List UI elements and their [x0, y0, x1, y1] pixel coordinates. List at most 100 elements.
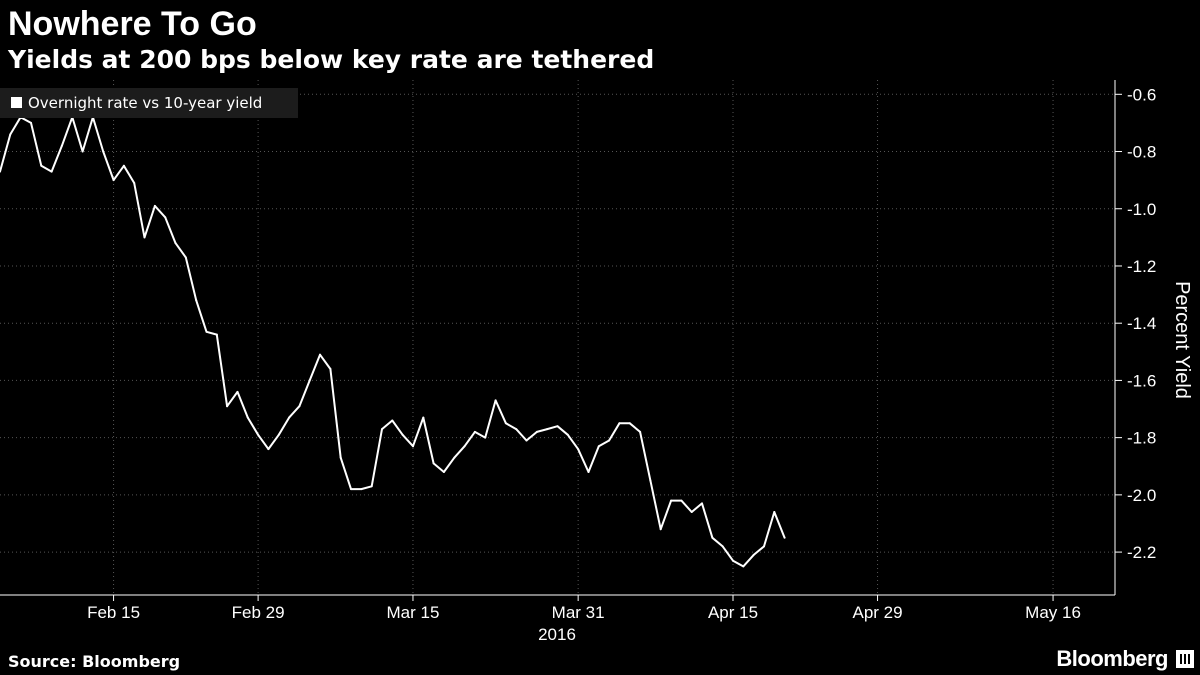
data-point — [50, 170, 53, 173]
legend-swatch — [11, 97, 22, 108]
data-point — [360, 488, 363, 491]
data-point — [267, 448, 270, 451]
data-point — [628, 422, 631, 425]
bloomberg-logo: Bloomberg — [1056, 646, 1168, 671]
data-point — [30, 121, 32, 124]
data-point — [432, 462, 435, 465]
data-point — [670, 499, 673, 502]
data-point — [504, 422, 507, 425]
data-point — [639, 430, 642, 433]
data-point — [422, 416, 425, 419]
data-point — [721, 545, 724, 548]
data-point — [577, 448, 580, 451]
data-point — [649, 479, 652, 482]
data-point — [732, 559, 734, 562]
x-axis-year-label: 2016 — [538, 625, 576, 644]
data-point — [412, 445, 414, 448]
data-point — [339, 456, 342, 459]
y-tick-label: -0.6 — [1127, 85, 1156, 104]
data-point — [0, 170, 1, 173]
y-axis-title: Percent Yield — [1171, 281, 1193, 399]
data-point — [205, 330, 208, 333]
x-tick-label: Mar 15 — [387, 603, 440, 622]
data-point — [763, 545, 765, 548]
legend: Overnight rate vs 10-year yield — [0, 88, 298, 118]
data-point — [391, 419, 394, 422]
data-point — [257, 433, 260, 436]
data-point — [442, 471, 445, 473]
data-point — [60, 144, 63, 147]
x-tick-label: Apr 15 — [708, 603, 758, 622]
data-point — [246, 416, 249, 419]
data-point — [215, 333, 218, 336]
x-tick-label: May 16 — [1025, 603, 1081, 622]
data-point — [401, 433, 404, 436]
data-point — [236, 390, 239, 393]
data-point — [535, 430, 538, 433]
data-point — [608, 439, 611, 442]
source-note: Source: Bloomberg — [8, 652, 181, 671]
data-point — [484, 436, 487, 439]
data-point — [701, 502, 703, 505]
data-point — [370, 485, 373, 488]
data-point — [102, 150, 105, 153]
data-point — [515, 428, 518, 431]
data-point — [81, 150, 84, 153]
data-point — [680, 499, 683, 502]
bloomberg-chart-icon — [1176, 650, 1194, 668]
data-point — [618, 422, 621, 425]
data-point — [525, 439, 528, 442]
data-point — [164, 216, 167, 219]
data-point — [742, 565, 745, 568]
data-point — [566, 433, 569, 436]
data-point — [381, 428, 383, 431]
x-tick-label: Apr 29 — [852, 603, 902, 622]
data-point — [112, 179, 115, 182]
y-tick-label: -1.4 — [1127, 314, 1156, 333]
data-point — [277, 433, 280, 436]
y-tick-label: -0.8 — [1127, 143, 1156, 162]
gridlines — [0, 80, 1115, 595]
data-point — [453, 456, 456, 459]
data-point — [308, 379, 311, 382]
data-point — [174, 242, 177, 245]
data-point — [587, 471, 590, 473]
data-point — [711, 536, 714, 539]
data-point — [195, 299, 198, 302]
y-tick-label: -2.0 — [1127, 486, 1156, 505]
data-point — [473, 430, 476, 433]
series-line — [0, 116, 786, 568]
data-point — [153, 204, 156, 207]
data-point — [350, 488, 352, 491]
data-point — [659, 528, 662, 531]
y-tick-label: -1.6 — [1127, 371, 1156, 390]
data-point — [752, 553, 755, 556]
data-point — [494, 399, 497, 402]
x-axis-ticks: Feb 15 Feb 29 Mar 15 Mar 31 Apr 15 Apr 29 May … — [0, 594, 1115, 622]
data-point — [783, 536, 786, 539]
data-point — [556, 425, 559, 428]
legend-background — [0, 88, 298, 118]
data-point — [319, 353, 321, 356]
data-point — [143, 236, 146, 239]
y-tick-label: -1.2 — [1127, 257, 1156, 276]
data-point — [226, 405, 229, 408]
chart-subtitle: Yields at 200 bps below key rate are tet… — [8, 45, 655, 74]
x-tick-label: Mar 31 — [552, 603, 605, 622]
data-point — [184, 256, 187, 259]
legend-label: Overnight rate vs 10-year yield — [28, 94, 262, 112]
y-tick-label: -1.0 — [1127, 200, 1156, 219]
data-point — [298, 405, 301, 408]
data-point — [9, 133, 12, 136]
chart-title: Nowhere To Go — [8, 5, 257, 43]
x-tick-label: Feb 15 — [87, 603, 140, 622]
data-point — [40, 164, 43, 167]
data-point — [690, 511, 693, 513]
y-tick-label: -2.2 — [1127, 543, 1156, 562]
data-point — [463, 445, 466, 448]
data-point — [133, 182, 136, 184]
data-point — [329, 368, 332, 370]
x-tick-label: Feb 29 — [232, 603, 285, 622]
series-group — [0, 116, 786, 568]
data-point — [597, 445, 600, 448]
